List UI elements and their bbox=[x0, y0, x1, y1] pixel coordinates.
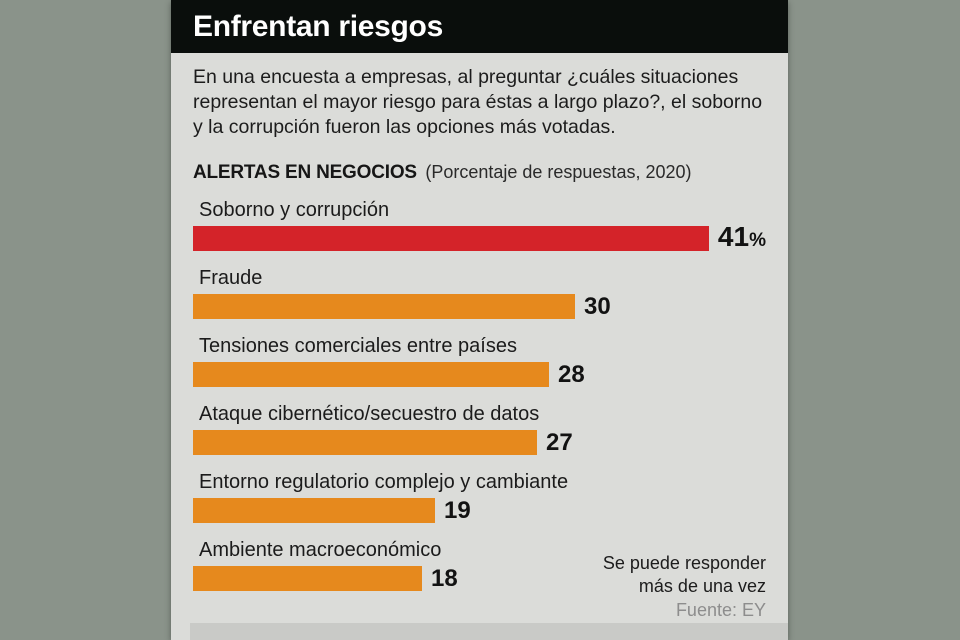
bar bbox=[193, 294, 575, 319]
footnote: Se puede responder más de una vez Fuente… bbox=[603, 552, 766, 622]
bar-row: Soborno y corrupción 41% bbox=[193, 199, 766, 251]
bar bbox=[193, 226, 709, 251]
bar-label: Entorno regulatorio complejo y cambiante bbox=[199, 471, 569, 493]
bar bbox=[193, 362, 549, 387]
bar-value: 19 bbox=[444, 497, 471, 524]
chart-title: ALERTAS EN NEGOCIOS bbox=[193, 162, 417, 183]
bar-track: 30 bbox=[193, 294, 766, 319]
bar-track: 41% bbox=[193, 221, 766, 252]
chart-subtitle: (Porcentaje de respuestas, 2020) bbox=[425, 162, 692, 182]
bar-label: Soborno y corrupción bbox=[199, 199, 390, 221]
bar-label: Fraude bbox=[199, 267, 263, 289]
source-text: Fuente: EY bbox=[675, 600, 766, 620]
footnote-line2: más de una vez bbox=[638, 576, 766, 596]
bar-label: Ambiente macroeconómico bbox=[199, 539, 442, 561]
bar-value: 28 bbox=[558, 361, 585, 388]
bar-track: 27 bbox=[193, 430, 766, 455]
bar-track: 28 bbox=[193, 362, 766, 387]
bar-row: Fraude 30 bbox=[193, 267, 766, 319]
bar-chart: Soborno y corrupción 41% Fraude 30 Tensiones… bbox=[193, 199, 766, 591]
bar-value: 27 bbox=[546, 429, 573, 456]
bottom-strip bbox=[190, 623, 788, 640]
bar-row: Tensiones comerciales entre países 28 bbox=[193, 335, 766, 387]
bar-label: Tensiones comerciales entre países bbox=[199, 335, 517, 357]
bar-value: 30 bbox=[584, 293, 611, 320]
bar bbox=[193, 430, 537, 455]
bar-row: Ataque cibernético/secuestro de datos 27 bbox=[193, 403, 766, 455]
chart-heading: ALERTAS EN NEGOCIOS (Porcentaje de respu… bbox=[193, 162, 766, 184]
bar-track: 18 bbox=[193, 566, 766, 591]
bar-label: Ataque cibernético/secuestro de datos bbox=[199, 403, 540, 425]
bar-track: 19 bbox=[193, 498, 766, 523]
page-title: Enfrentan riesgos bbox=[193, 9, 443, 43]
bar-row: Ambiente macroeconómico 18 bbox=[193, 539, 766, 591]
percent-sign: % bbox=[749, 230, 766, 251]
bar-value: 18 bbox=[431, 565, 458, 592]
card-body: En una encuesta a empresas, al preguntar… bbox=[171, 65, 788, 591]
bar-value: 41% bbox=[717, 221, 766, 252]
infographic-card: Enfrentan riesgos En una encuesta a empr… bbox=[171, 0, 788, 640]
bar-row: Entorno regulatorio complejo y cambiante… bbox=[193, 471, 766, 523]
footnote-line1: Se puede responder bbox=[602, 553, 766, 573]
header-bar: Enfrentan riesgos bbox=[171, 0, 788, 53]
bar bbox=[193, 566, 422, 591]
intro-text: En una encuesta a empresas, al preguntar… bbox=[193, 66, 763, 138]
bar bbox=[193, 498, 435, 523]
